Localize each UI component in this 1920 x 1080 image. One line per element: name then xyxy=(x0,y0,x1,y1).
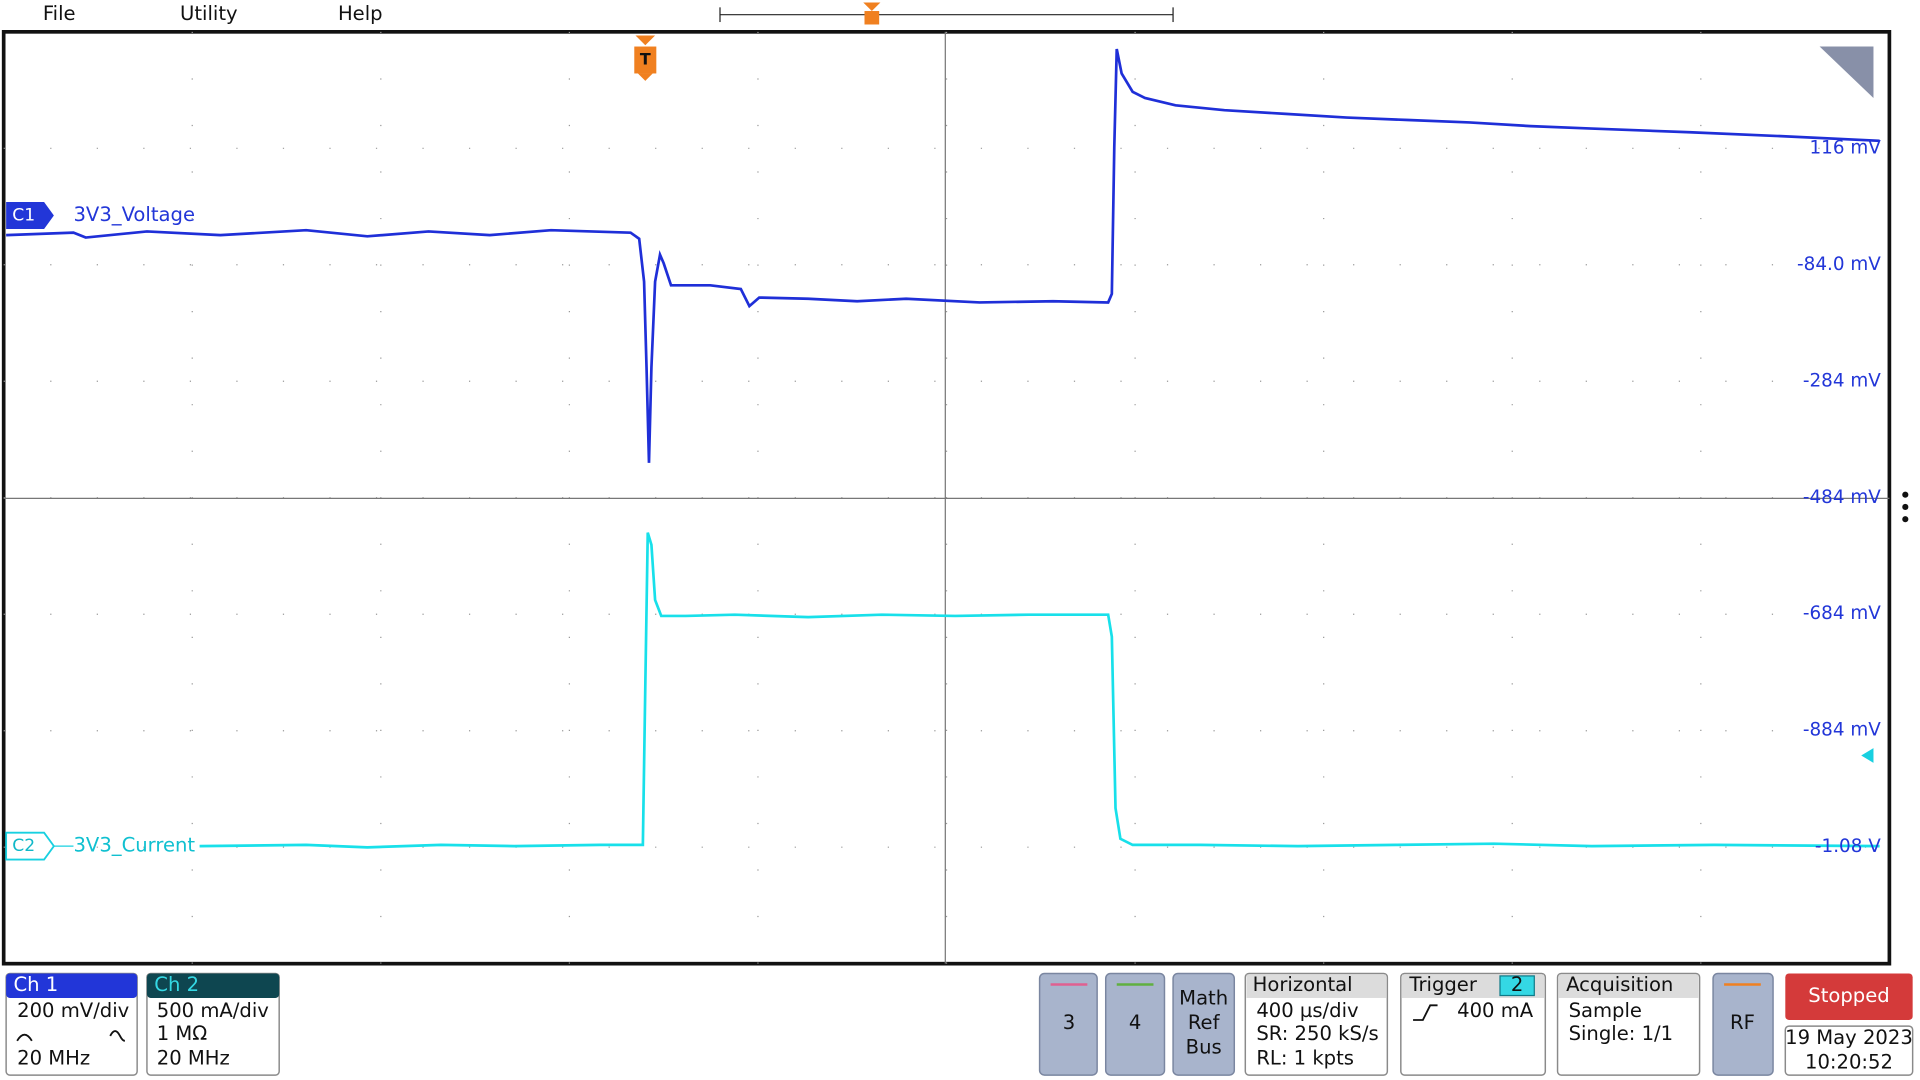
badge-line: 1 MΩ xyxy=(157,1022,208,1045)
channel-1-tag[interactable]: C1 3V3_Voltage xyxy=(6,202,195,229)
scale-label: 116 mV xyxy=(1809,137,1881,158)
trigger-tag: T xyxy=(640,50,651,69)
badge-line: Sample xyxy=(1569,999,1642,1022)
run-stop-button[interactable]: Stopped xyxy=(1785,973,1913,1020)
more-menu[interactable] xyxy=(1902,491,1909,523)
badge-title: Acquisition xyxy=(1566,973,1673,996)
menu-bar: File Utility Help xyxy=(43,2,383,25)
trigger-level: 400 mA xyxy=(1457,999,1534,1022)
scale-labels: 116 mV -84.0 mV -284 mV -484 mV -684 mV -884 … xyxy=(1797,137,1881,857)
rf-button[interactable]: RF xyxy=(1712,972,1774,1076)
menu-item[interactable]: Utility xyxy=(180,2,238,25)
date: 19 May 2023 xyxy=(1785,1026,1913,1049)
voltage-trace xyxy=(6,48,1880,463)
acquisition-badge[interactable]: Acquisition Sample Single: 1/1 xyxy=(1556,972,1701,1076)
badge-title: Trigger xyxy=(1408,973,1477,996)
channel-2-tag[interactable]: C2 3V3_Current xyxy=(5,831,195,861)
scale-label: -684 mV xyxy=(1803,603,1881,624)
button-label: RF xyxy=(1730,1011,1755,1034)
button-label: Math xyxy=(1179,987,1228,1010)
badge-line: Single: 1/1 xyxy=(1569,1022,1674,1045)
button-label: 4 xyxy=(1129,1011,1141,1034)
badge-line: RL: 1 kpts xyxy=(1256,1047,1354,1070)
badge-line: 20 MHz xyxy=(157,1047,230,1070)
clock[interactable]: 19 May 2023 10:20:52 xyxy=(1784,1025,1914,1076)
badge-line: 500 mA/div xyxy=(157,999,269,1022)
badge-line: 20 MHz xyxy=(17,1047,90,1070)
trigger-badge[interactable]: Trigger 2 400 mA xyxy=(1400,972,1547,1076)
current-trace xyxy=(199,532,1880,849)
badge-title: Ch 2 xyxy=(154,973,199,996)
trigger-level-marker xyxy=(1861,748,1874,763)
channel-tag: C1 xyxy=(12,206,35,226)
run-state: Stopped xyxy=(1808,984,1889,1007)
trigger-marker[interactable]: T xyxy=(634,35,657,81)
channel-tag: C2 xyxy=(12,836,35,856)
scale-label: -1.08 V xyxy=(1815,836,1881,857)
menu-item[interactable]: Help xyxy=(338,2,383,25)
time: 10:20:52 xyxy=(1805,1050,1893,1073)
math-ref-bus-button[interactable]: Math Ref Bus xyxy=(1172,972,1236,1076)
ch4-button[interactable]: 4 xyxy=(1104,972,1166,1076)
scale-label: -884 mV xyxy=(1803,720,1881,741)
channel-name: 3V3_Current xyxy=(73,834,195,857)
scale-label: -484 mV xyxy=(1803,487,1881,508)
record-view xyxy=(719,2,1174,25)
badge-line: SR: 250 kS/s xyxy=(1256,1022,1378,1045)
horizontal-badge[interactable]: Horizontal 400 µs/div SR: 250 kS/s RL: 1… xyxy=(1244,972,1389,1076)
menu-item[interactable]: File xyxy=(43,2,76,25)
button-label: Bus xyxy=(1186,1036,1222,1059)
channel-name: 3V3_Voltage xyxy=(73,203,195,226)
ch1-badge[interactable]: Ch 1 200 mV/div 20 MHz xyxy=(5,972,138,1076)
scale-label: -84.0 mV xyxy=(1797,254,1881,275)
button-label: Ref xyxy=(1188,1011,1221,1034)
button-label: 3 xyxy=(1063,1011,1075,1034)
badge-title: Horizontal xyxy=(1253,973,1353,996)
trigger-source: 2 xyxy=(1511,973,1523,996)
ch2-badge[interactable]: Ch 2 500 mA/div 1 MΩ 20 MHz xyxy=(146,972,280,1076)
badge-line: 400 µs/div xyxy=(1256,999,1358,1022)
ch3-button[interactable]: 3 xyxy=(1038,972,1098,1076)
badge-line: 200 mV/div xyxy=(17,999,129,1022)
scale-label: -284 mV xyxy=(1803,370,1881,391)
badge-title: Ch 1 xyxy=(13,973,58,996)
